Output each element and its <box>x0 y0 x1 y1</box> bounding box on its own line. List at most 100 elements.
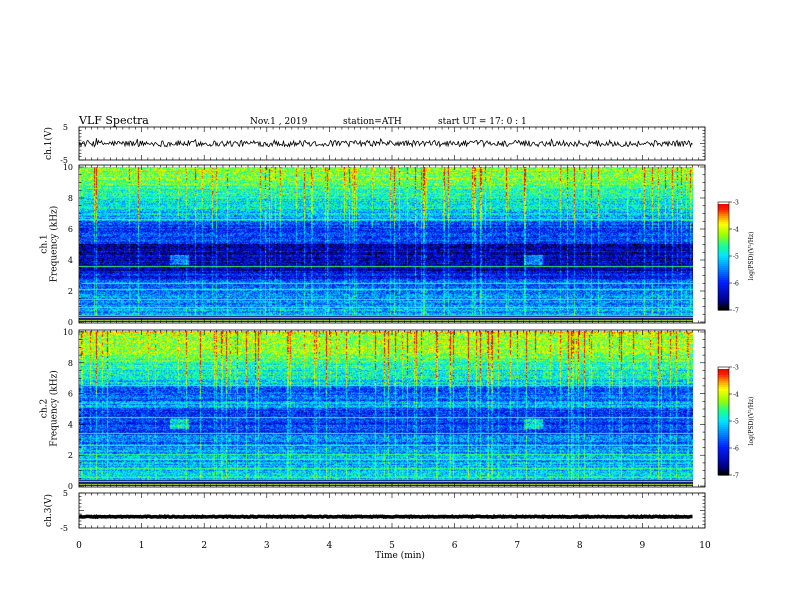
colorbar-cell <box>718 425 729 428</box>
colorbar-cell <box>718 455 729 458</box>
y-tick-label: 6 <box>68 390 73 399</box>
colorbar-cell <box>718 262 729 265</box>
colorbar-cell <box>718 409 729 412</box>
colorbar-cell <box>718 373 729 376</box>
colorbar-cell <box>718 276 729 279</box>
colorbar-tick-label: -6 <box>733 446 739 453</box>
colorbar-label: log(PSD)(V²/Hz) <box>748 397 755 446</box>
colorbar-cell <box>718 367 729 370</box>
y-tick-label: 0 <box>68 482 73 491</box>
colorbar-cell <box>718 435 729 438</box>
colorbar-cell <box>718 471 729 474</box>
colorbar-cell <box>718 244 729 247</box>
figure-title: VLF Spectra <box>78 114 149 127</box>
colorbar-cell <box>718 298 729 301</box>
colorbar-cell <box>718 270 729 273</box>
colorbar-cell <box>718 308 729 311</box>
colorbar-tick-label: -3 <box>733 200 739 207</box>
colorbar-cell <box>718 423 729 426</box>
colorbar-cell <box>718 377 729 380</box>
colorbar-tick-label: -3 <box>733 365 739 372</box>
colorbar-cell <box>718 381 729 384</box>
colorbar-cell <box>718 240 729 243</box>
y-tick-label: 8 <box>68 194 73 203</box>
colorbar-cell <box>718 407 729 410</box>
colorbar-tick-label: -6 <box>733 281 739 288</box>
colorbar-cell <box>718 302 729 305</box>
ch1-spectrogram <box>79 167 693 322</box>
y-tick-label: 10 <box>63 163 73 172</box>
colorbar-cell <box>718 371 729 374</box>
colorbar-cell <box>718 401 729 404</box>
colorbar-cell <box>718 236 729 239</box>
colorbar-tick-label: -4 <box>733 227 739 234</box>
colorbar-cell <box>718 415 729 418</box>
x-tick-label: 2 <box>201 541 207 551</box>
colorbar-cell <box>718 411 729 414</box>
colorbar-cell <box>718 304 729 307</box>
colorbar-cell <box>718 202 729 205</box>
colorbar-cell <box>718 389 729 392</box>
colorbar-cell <box>718 214 729 217</box>
colorbar-cell <box>718 292 729 295</box>
colorbar-cell <box>718 210 729 213</box>
x-tick-label: 6 <box>452 541 458 551</box>
colorbar-cell <box>718 417 729 420</box>
colorbar-cell <box>718 431 729 434</box>
y-tick-label: 5 <box>63 123 68 132</box>
colorbar-cell <box>718 266 729 269</box>
colorbar-cell <box>718 457 729 460</box>
colorbar-cell <box>718 278 729 281</box>
colorbar-cell <box>718 459 729 462</box>
x-tick-label: 1 <box>139 541 145 551</box>
y-axis-label-line: ch.1 <box>39 234 49 253</box>
y-tick-label: -5 <box>60 524 68 533</box>
colorbar-cell <box>718 216 729 219</box>
colorbar-cell <box>718 206 729 209</box>
colorbar-cell <box>718 447 729 450</box>
colorbar-cell <box>718 250 729 253</box>
colorbar-cell <box>718 375 729 378</box>
ch3-waveform-panel <box>78 514 693 520</box>
colorbar-cell <box>718 463 729 466</box>
colorbar-cell <box>718 268 729 271</box>
colorbar-cell <box>718 222 729 225</box>
colorbar-ch1: -3 -4 -5 -6 -7 log(PSD)(V²/Hz) <box>717 200 755 315</box>
colorbar-cell <box>718 252 729 255</box>
colorbar-cell <box>718 397 729 400</box>
colorbar-cell <box>718 254 729 257</box>
colorbar-cell <box>718 387 729 390</box>
colorbar-cell <box>718 228 729 231</box>
colorbar-cell <box>718 218 729 221</box>
colorbar-cell <box>718 441 729 444</box>
y-tick-label: 10 <box>63 328 73 337</box>
colorbar-cell <box>718 413 729 416</box>
ch1-waveform-panel <box>78 137 693 149</box>
x-tick-label: 10 <box>699 541 711 551</box>
colorbar-tick-label: -5 <box>733 419 739 426</box>
colorbar-tick-label: -5 <box>733 254 739 261</box>
colorbar-cell <box>718 226 729 229</box>
x-tick-label: 8 <box>577 541 583 551</box>
colorbar-cell <box>718 232 729 235</box>
y-axis-label-line: ch.2 <box>39 399 49 418</box>
colorbar-cell <box>718 467 729 470</box>
colorbar-cell <box>718 461 729 464</box>
colorbar-cell <box>718 405 729 408</box>
colorbar-ch2: -3 -4 -5 -6 -7 log(PSD)(V²/Hz) <box>717 365 755 480</box>
colorbar-cell <box>718 453 729 456</box>
y-tick-label: -5 <box>60 156 68 165</box>
panel-frame <box>78 492 706 529</box>
colorbar-cell <box>718 220 729 223</box>
colorbar-cell <box>718 465 729 468</box>
colorbar-cell <box>718 449 729 452</box>
colorbar-cell <box>718 403 729 406</box>
colorbar-cell <box>718 383 729 386</box>
colorbar-cell <box>718 395 729 398</box>
colorbar-cell <box>718 439 729 442</box>
colorbar-cell <box>718 242 729 245</box>
colorbar-cell <box>718 296 729 299</box>
colorbar-cell <box>718 224 729 227</box>
y-tick-label: 4 <box>68 420 73 429</box>
